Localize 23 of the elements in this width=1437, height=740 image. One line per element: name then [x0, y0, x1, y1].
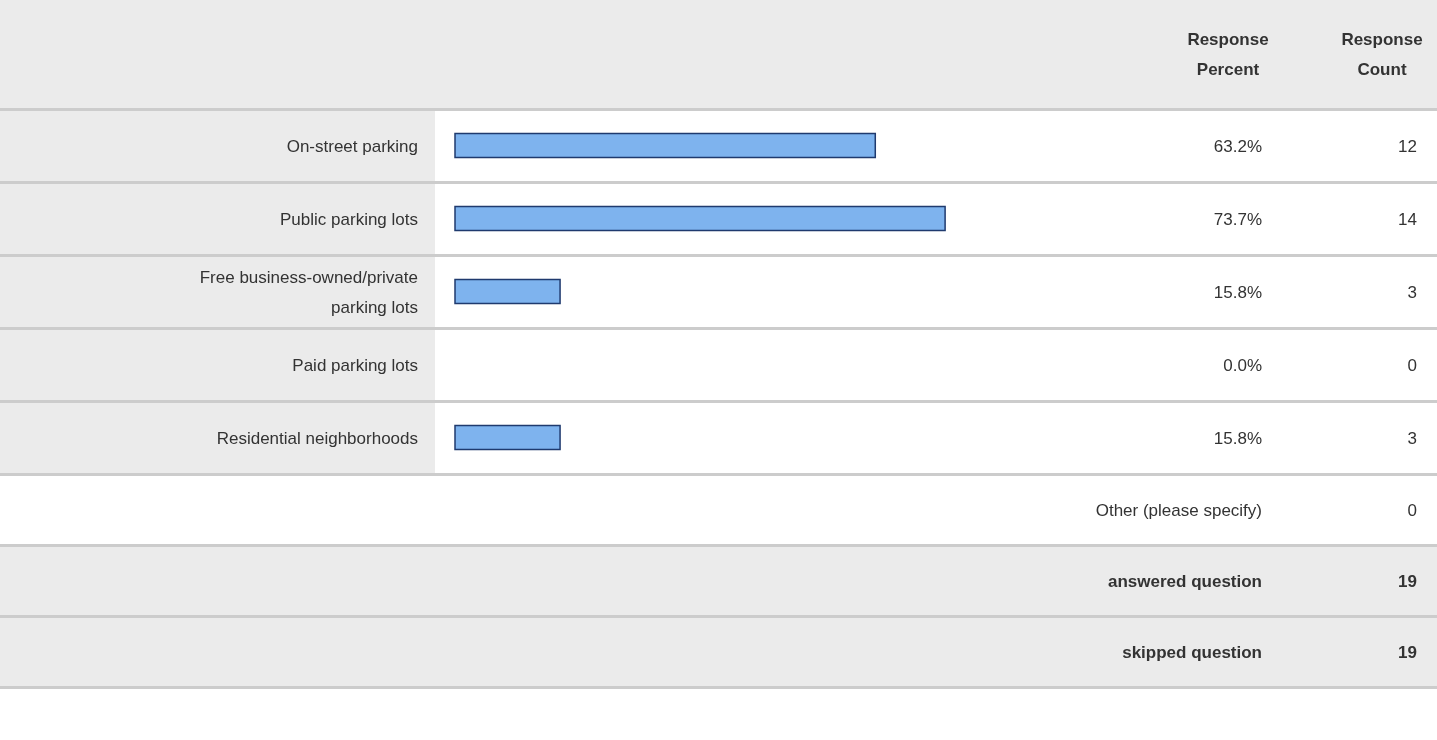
data-label: 63.2%: [1213, 136, 1262, 156]
text: answered question: [1108, 571, 1262, 591]
text: 0: [1407, 355, 1417, 375]
text: 0: [1407, 500, 1417, 520]
text: 19: [1398, 571, 1417, 591]
y-tick-label: Paid parking lots: [292, 355, 418, 375]
text: 14: [1398, 209, 1417, 229]
data-label: 15.8%: [1213, 428, 1262, 448]
y-tick-label: Free business-owned/private parking lots: [199, 267, 418, 317]
text: Response Percent: [1187, 30, 1269, 79]
y-tick-label: On-street parking: [286, 136, 418, 156]
data-label: 15.8%: [1213, 282, 1262, 302]
data-label: 0.0%: [1223, 355, 1262, 375]
y-tick-label: Residential neighborhoods: [216, 428, 418, 448]
text: Response Count: [1341, 30, 1423, 79]
data-label: 73.7%: [1213, 209, 1262, 229]
text: Other (please specify): [1095, 500, 1262, 520]
text: 3: [1407, 282, 1417, 302]
y-tick-label: Public parking lots: [280, 209, 418, 229]
text: skipped question: [1122, 642, 1262, 662]
text: 19: [1398, 642, 1417, 662]
text: 12: [1398, 136, 1417, 156]
text: 3: [1407, 428, 1417, 448]
